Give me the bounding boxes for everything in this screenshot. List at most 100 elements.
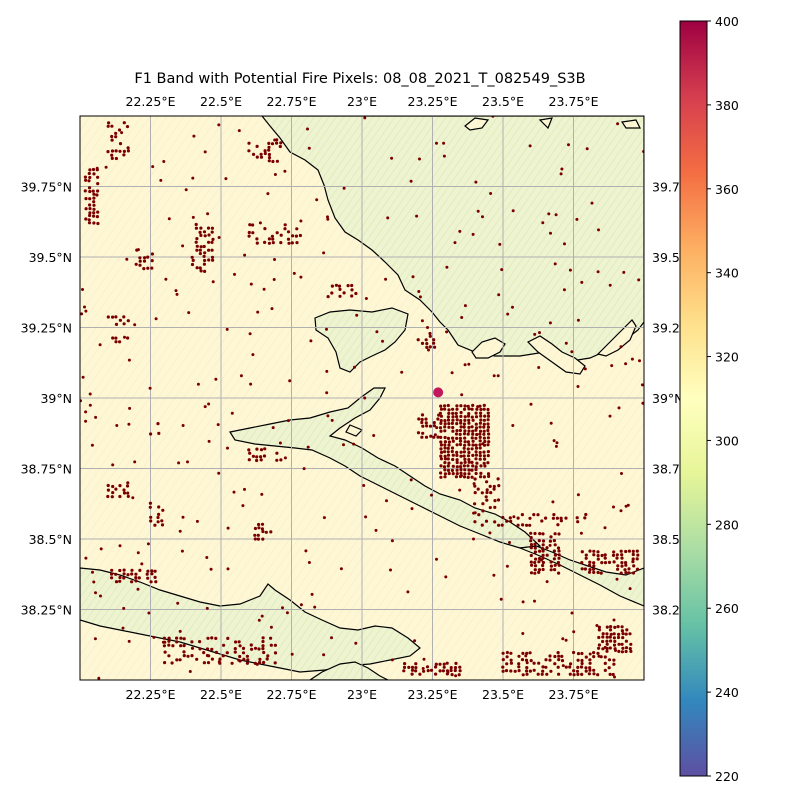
- fire-pixel-741: [580, 651, 584, 656]
- fire-pixel-1020: [619, 509, 623, 513]
- fire-pixel-1207: [390, 539, 394, 543]
- fire-pixel-1140: [524, 654, 528, 658]
- fire-pixel-551: [553, 568, 557, 572]
- fire-pixel-945: [528, 523, 532, 527]
- fire-pixel-774: [414, 666, 418, 670]
- fire-pixel-948: [536, 513, 540, 517]
- fire-pixel-1036: [595, 624, 599, 627]
- fire-pixel-827: [198, 647, 202, 651]
- fire-pixel-833: [205, 647, 210, 651]
- fire-pixel-188: [257, 526, 261, 530]
- fire-pixel-650: [613, 639, 617, 644]
- fire-pixel-730: [572, 669, 576, 673]
- fire-pixel-603: [620, 564, 624, 568]
- fire-pixel-279: [443, 454, 447, 458]
- fire-pixel-647: [609, 625, 613, 629]
- fire-pixel-453: [482, 475, 486, 479]
- fire-pixel-1130: [472, 537, 475, 541]
- fire-pixel-1149: [187, 311, 191, 315]
- fire-pixel-233: [432, 341, 436, 345]
- fire-pixel-906: [298, 233, 302, 238]
- fire-pixel-252: [436, 435, 440, 439]
- fire-pixel-64: [138, 256, 142, 260]
- fire-pixel-349: [459, 450, 463, 454]
- fire-pixel-86: [198, 248, 202, 252]
- fire-pixel-1063: [226, 446, 229, 450]
- fire-pixel-81: [194, 226, 198, 230]
- map-frame: [79, 115, 645, 681]
- fire-pixel-1206: [386, 216, 390, 220]
- fire-pixel-1009: [175, 292, 179, 296]
- fire-pixel-696: [525, 669, 529, 673]
- fire-pixel-1152: [285, 611, 289, 615]
- fire-pixel-720: [557, 658, 561, 662]
- fire-pixel-532: [537, 539, 541, 543]
- fire-pixel-1072: [273, 138, 277, 142]
- fire-pixel-770: [410, 672, 414, 676]
- fire-pixel-710: [545, 672, 549, 676]
- fire-pixel-685: [509, 658, 513, 662]
- fire-pixel-671: [629, 649, 633, 654]
- fire-pixel-588: [599, 571, 603, 575]
- fire-pixel-317: [451, 436, 455, 440]
- fire-pixel-653: [613, 625, 617, 630]
- fire-pixel-579: [591, 567, 596, 571]
- fire-pixel-1154: [385, 499, 388, 503]
- fire-pixel-744: [584, 655, 588, 659]
- fire-pixel-619: [631, 557, 635, 561]
- fire-pixel-1242: [238, 659, 242, 663]
- fire-pixel-179: [150, 569, 154, 573]
- fire-pixel-487: [473, 491, 477, 495]
- fire-pixel-640: [605, 632, 609, 636]
- fire-pixel-627: [597, 643, 602, 647]
- fire-pixel-13: [88, 189, 92, 194]
- fire-pixel-1220: [500, 268, 504, 272]
- fire-pixel-1032: [446, 670, 450, 674]
- fire-pixel-324: [451, 407, 455, 411]
- colorbar-label-4: 320: [715, 350, 739, 365]
- fire-pixel-939: [508, 516, 512, 520]
- fire-pixel-575: [587, 563, 592, 567]
- fire-pixel-719: [556, 665, 560, 669]
- fire-pixel-1260: [622, 270, 626, 274]
- fire-pixel-966: [597, 654, 601, 658]
- fire-pixel-1213: [497, 293, 501, 297]
- fire-pixel-673: [629, 642, 633, 646]
- fire-pixel-333: [455, 443, 459, 447]
- fire-pixel-151: [160, 523, 165, 527]
- fire-pixel-1273: [463, 304, 467, 308]
- fire-pixel-224: [416, 338, 420, 342]
- fire-pixel-1198: [123, 335, 126, 339]
- fire-pixel-311: [451, 464, 455, 468]
- fire-pixel-549: [548, 539, 553, 543]
- fire-pixel-828: [198, 640, 202, 644]
- fire-pixel-360: [459, 404, 463, 408]
- fire-pixel-114: [114, 340, 118, 344]
- latitude-labels-left: 39.75°N 39.5°N 39.25°N 39°N 38.75°N 38.5°N 38.…: [21, 180, 72, 618]
- fire-pixel-444: [478, 432, 482, 436]
- fire-pixel-1079: [84, 556, 88, 560]
- fire-pixel-180: [154, 580, 158, 584]
- fire-pixel-523: [533, 550, 538, 554]
- fire-pixel-38: [106, 150, 110, 154]
- fire-pixel-1051: [313, 605, 317, 609]
- fire-pixel-740: [580, 658, 584, 663]
- fire-pixel-635: [605, 649, 609, 653]
- fire-pixel-1227: [325, 327, 328, 331]
- fire-pixel-639: [605, 635, 609, 639]
- lon-label-bottom-4: 23.25°E: [408, 687, 458, 702]
- fire-pixel-986: [450, 371, 454, 375]
- fire-pixel-10: [88, 207, 92, 211]
- fire-pixel-676: [501, 665, 505, 669]
- fire-pixel-43: [110, 149, 115, 153]
- fire-pixel-286: [443, 425, 447, 429]
- fire-pixel-338: [455, 418, 459, 422]
- fire-pixel-1272: [554, 213, 558, 217]
- fire-pixel-352: [458, 436, 462, 440]
- fire-pixel-441: [478, 443, 482, 447]
- fire-pixel-388: [467, 450, 471, 455]
- fire-pixel-999: [226, 526, 230, 530]
- fire-pixel-386: [467, 458, 471, 462]
- fire-pixel-41: [110, 156, 114, 160]
- fire-pixel-21: [92, 211, 96, 215]
